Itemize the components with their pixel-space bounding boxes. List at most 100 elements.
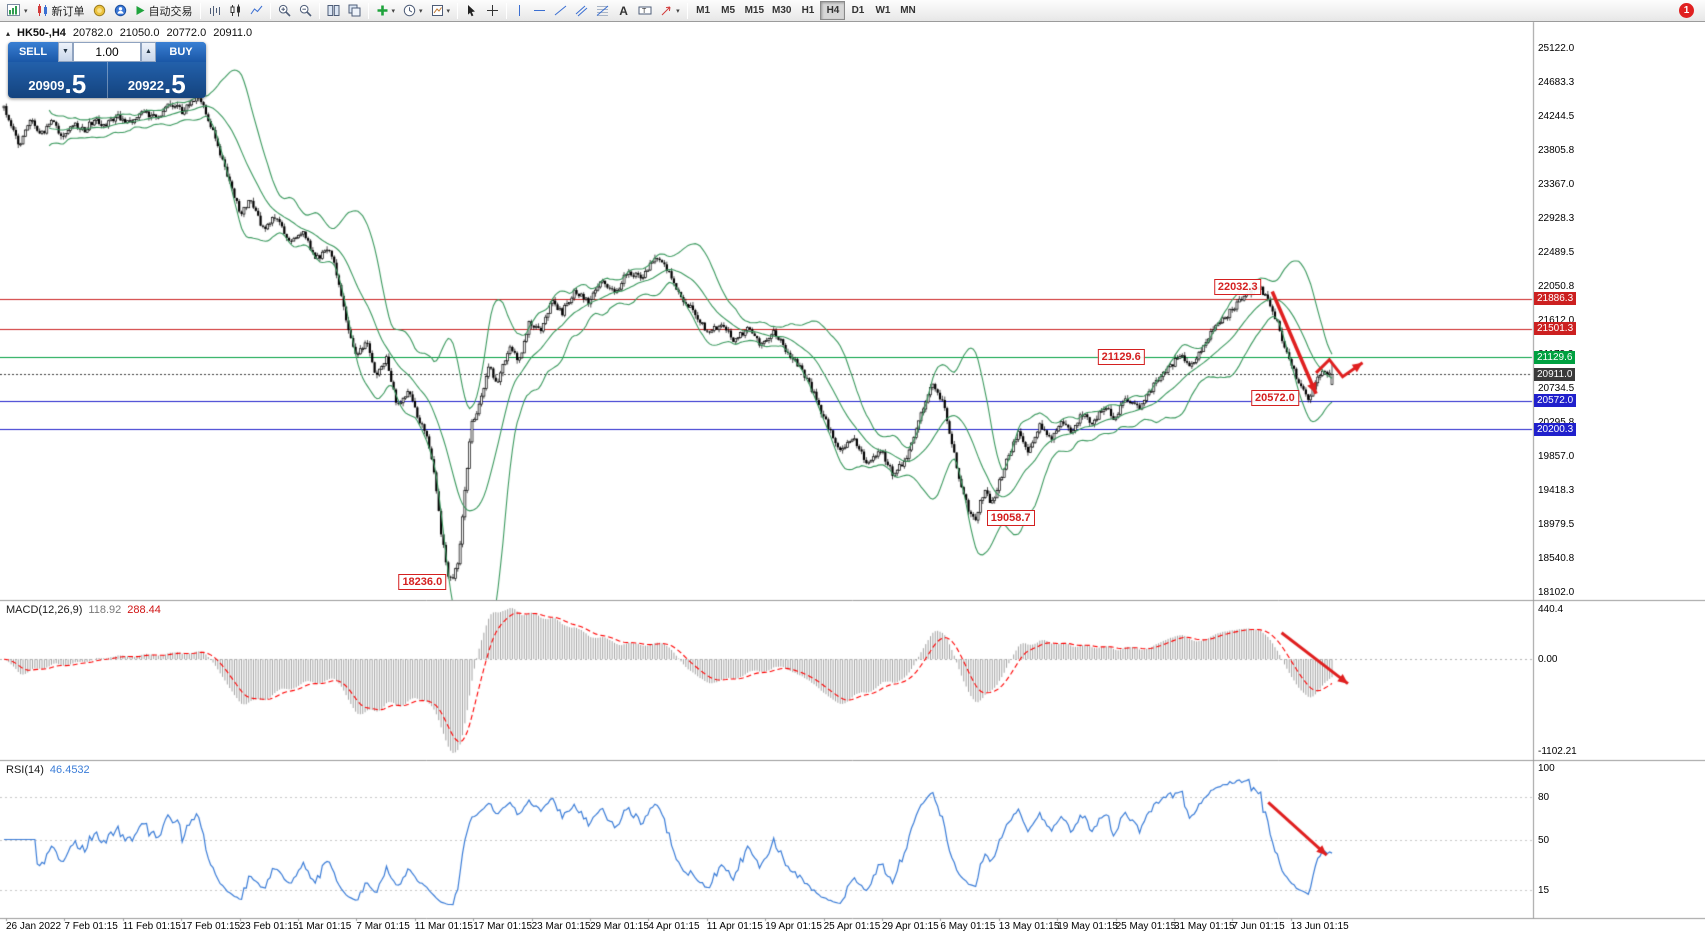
dropdown-caret-icon: ▾	[676, 7, 680, 15]
price-axis-label: 24683.3	[1538, 76, 1575, 88]
volume-input[interactable]	[73, 42, 141, 62]
time-axis-label: 26 Jan 2022	[6, 921, 62, 932]
timeframe-m5-button[interactable]: M5	[716, 1, 741, 20]
buy-price-small: 20922	[127, 77, 164, 93]
trendline-icon	[554, 5, 567, 16]
timeframe-h1-button[interactable]: H1	[795, 1, 820, 20]
price-axis-label: 22050.8	[1538, 280, 1575, 292]
vertical-line-button[interactable]	[510, 1, 529, 20]
indicators-button[interactable]: ▾	[372, 1, 400, 20]
dropdown-caret-icon: ▾	[24, 7, 28, 15]
price-axis-label: 18102.0	[1538, 587, 1575, 598]
chart-candlesticks-button[interactable]	[225, 1, 246, 20]
chart-line-button[interactable]	[246, 1, 267, 20]
rsi-value: 46.4532	[49, 764, 90, 776]
text-icon: A	[619, 4, 628, 17]
price-tag: 21129.6	[1534, 350, 1576, 364]
toolbar-separator	[506, 2, 508, 19]
svg-text:T: T	[642, 8, 647, 15]
macd-main-value: 118.92	[88, 604, 122, 616]
price-tag: 21501.3	[1534, 322, 1577, 336]
time-axis-label: 13 May 01:15	[998, 921, 1060, 932]
zoom-out-button[interactable]	[295, 1, 316, 20]
new-order-button[interactable]: 新订单	[32, 1, 89, 20]
chart-callout: 18236.0	[398, 573, 447, 590]
timeframe-m15-button[interactable]: M15	[741, 1, 768, 20]
new-chart-button[interactable]: ▾	[3, 1, 32, 20]
sell-button[interactable]: SELL	[8, 42, 58, 62]
timeframe-m30-button[interactable]: M30	[768, 1, 795, 20]
cascade-windows-button[interactable]	[344, 1, 365, 20]
navigator-button[interactable]	[110, 1, 131, 20]
chart-bars-button[interactable]	[204, 1, 225, 20]
chart-callout: 22032.3	[1213, 279, 1262, 296]
time-axis-label: 25 May 01:15	[1115, 921, 1177, 932]
horizontal-line-button[interactable]	[529, 1, 550, 20]
price-axis-label: 22928.3	[1538, 212, 1575, 224]
toolbar-separator	[269, 2, 271, 19]
volume-decrease-button[interactable]: ▼	[58, 42, 73, 62]
dropdown-caret-icon: ▾	[391, 7, 396, 15]
new-chart-icon	[7, 4, 20, 16]
timeframe-h4-button[interactable]: H4	[820, 1, 846, 20]
zoom-in-button[interactable]	[274, 1, 295, 20]
periods-button[interactable]: ▾	[399, 1, 427, 20]
toolbar-separator	[318, 2, 320, 19]
price-axis-label: 18979.5	[1538, 519, 1575, 530]
text-label-button[interactable]: T	[634, 1, 656, 20]
arrow-objects-button[interactable]: ▾	[656, 1, 684, 20]
text-button[interactable]: A	[613, 1, 634, 20]
time-axis-label: 17 Mar 01:15	[473, 921, 533, 932]
market-watch-button[interactable]	[89, 1, 110, 20]
timeframe-m1-button[interactable]: M1	[691, 1, 716, 20]
macd-signal-value: 288.44	[127, 604, 161, 616]
timeframe-mn-button[interactable]: MN	[895, 1, 920, 20]
time-axis-label: 19 Apr 01:15	[765, 921, 822, 932]
rsi-header: RSI(14) 46.4532	[6, 764, 90, 776]
one-click-toggle-icon[interactable]: ▴	[6, 28, 11, 38]
templates-button[interactable]: ▾	[427, 1, 455, 20]
autotrade-play-icon	[136, 6, 145, 15]
sell-price-button[interactable]: 20909 .5	[8, 62, 108, 98]
autotrade-label: 自动交易	[148, 5, 193, 18]
macd-axis-label: 0.00	[1538, 654, 1558, 666]
price-axis-label: 24244.5	[1538, 111, 1575, 122]
autotrade-button[interactable]: 自动交易	[131, 1, 197, 20]
trendline-button[interactable]	[550, 1, 571, 20]
market-watch-icon	[93, 4, 105, 17]
macd-label: MACD(12,26,9)	[6, 604, 83, 616]
time-axis-label: 4 Apr 01:15	[648, 921, 700, 932]
indicators-icon	[377, 5, 388, 16]
price-axis-label: 20734.5	[1538, 383, 1575, 394]
price-axis-label: 20295.8	[1538, 417, 1574, 428]
time-axis-label: 1 Mar 01:15	[298, 921, 352, 932]
macd-axis-label: 440.4	[1538, 604, 1564, 615]
timeframe-w1-button[interactable]: W1	[870, 1, 895, 20]
time-axis-label: 11 Mar 01:15	[414, 921, 473, 932]
rsi-label: RSI(14)	[6, 764, 44, 776]
tile-windows-button[interactable]	[323, 1, 344, 20]
price-axis-label: 19418.3	[1538, 484, 1575, 496]
cursor-button[interactable]	[461, 1, 482, 20]
time-axis-label: 11 Apr 01:15	[706, 921, 763, 932]
crosshair-button[interactable]	[482, 1, 503, 20]
timeframe-d1-button[interactable]: D1	[845, 1, 870, 20]
buy-price-button[interactable]: 20922 .5	[108, 62, 207, 98]
time-axis-label: 7 Jun 01:15	[1232, 921, 1285, 932]
buy-button[interactable]: BUY	[156, 42, 206, 62]
ohlc-low: 20772.0	[166, 27, 207, 39]
fibonacci-button[interactable]	[592, 1, 613, 20]
equidistant-channel-icon	[575, 5, 588, 17]
time-axis-label: 13 Jun 01:15	[1290, 921, 1349, 932]
volume-increase-button[interactable]: ▲	[141, 42, 156, 62]
equidistant-channel-button[interactable]	[571, 1, 592, 20]
templates-icon	[431, 5, 443, 16]
notification-badge[interactable]: 1	[1679, 3, 1694, 18]
price-axis-label: 21612.0	[1538, 315, 1575, 326]
price-tag: 20572.0	[1534, 394, 1577, 408]
sell-price-large: .5	[64, 68, 87, 98]
vertical-line-icon	[519, 5, 521, 16]
buy-price-large: .5	[163, 68, 186, 98]
